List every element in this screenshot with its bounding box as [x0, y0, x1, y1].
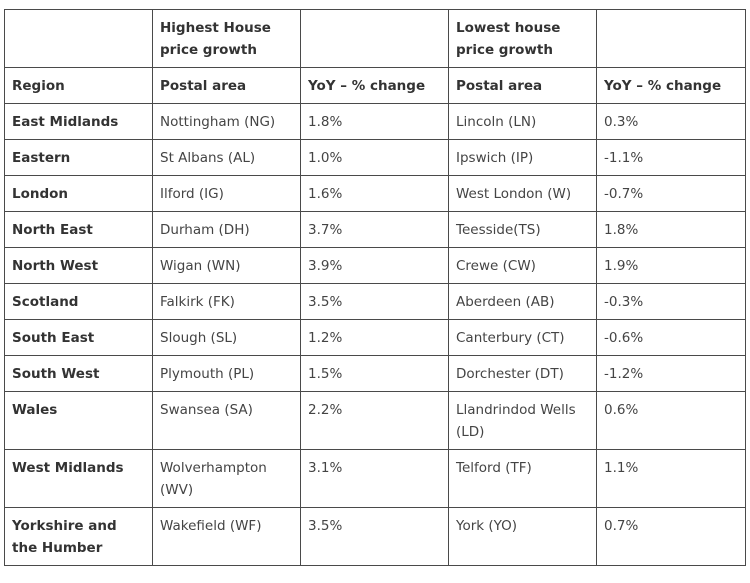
highest-area-cell: Ilford (IG)	[152, 175, 301, 212]
lowest-change-cell: -0.6%	[596, 319, 746, 356]
table-body: Highest House price growth Lowest house …	[4, 9, 746, 566]
group-header-row: Highest House price growth Lowest house …	[4, 9, 746, 68]
highest-change-cell: 1.6%	[300, 175, 449, 212]
column-header-cell: Region	[4, 67, 153, 104]
highest-change-cell: 3.1%	[300, 449, 449, 508]
table-row: South West Plymouth (PL) 1.5% Dorchester (D…	[4, 355, 746, 392]
lowest-area-cell: Teesside(TS)	[448, 211, 597, 248]
lowest-change-cell: 0.7%	[596, 507, 746, 566]
lowest-change-cell: -0.7%	[596, 175, 746, 212]
highest-change-cell: 3.5%	[300, 283, 449, 320]
column-header-cell: YoY – % change	[300, 67, 449, 104]
highest-area-cell: Durham (DH)	[152, 211, 301, 248]
region-cell: West Midlands	[4, 449, 153, 508]
lowest-area-cell: Ipswich (IP)	[448, 139, 597, 176]
highest-change-cell: 3.7%	[300, 211, 449, 248]
table-row: London Ilford (IG) 1.6% West London (W) -0.7…	[4, 175, 746, 212]
group-header-cell: Highest House price growth	[152, 9, 301, 68]
lowest-area-cell: York (YO)	[448, 507, 597, 566]
highest-change-cell: 3.9%	[300, 247, 449, 284]
group-header-cell	[596, 9, 746, 68]
lowest-change-cell: 1.9%	[596, 247, 746, 284]
highest-area-cell: St Albans (AL)	[152, 139, 301, 176]
table-row: East Midlands Nottingham (NG) 1.8% Lincoln …	[4, 103, 746, 140]
lowest-change-cell: -1.2%	[596, 355, 746, 392]
group-header-cell	[4, 9, 153, 68]
highest-change-cell: 1.0%	[300, 139, 449, 176]
region-cell: South West	[4, 355, 153, 392]
table-row: North West Wigan (WN) 3.9% Crewe (CW) 1.9%	[4, 247, 746, 284]
highest-area-cell: Plymouth (PL)	[152, 355, 301, 392]
lowest-area-cell: Telford (TF)	[448, 449, 597, 508]
group-header-cell	[300, 9, 449, 68]
table-row: West Midlands Wolverhampton (WV) 3.1% Telfo…	[4, 449, 746, 508]
highest-area-cell: Swansea (SA)	[152, 391, 301, 450]
highest-area-cell: Nottingham (NG)	[152, 103, 301, 140]
highest-change-cell: 1.2%	[300, 319, 449, 356]
table-row: South East Slough (SL) 1.2% Canterbury (CT)…	[4, 319, 746, 356]
highest-change-cell: 1.8%	[300, 103, 449, 140]
group-header-cell: Lowest house price growth	[448, 9, 597, 68]
table-row: North East Durham (DH) 3.7% Teesside(TS) 1.8…	[4, 211, 746, 248]
region-cell: South East	[4, 319, 153, 356]
highest-area-cell: Wigan (WN)	[152, 247, 301, 284]
column-header-row: Region Postal area YoY – % change Postal…	[4, 67, 746, 104]
lowest-change-cell: 0.6%	[596, 391, 746, 450]
lowest-area-cell: Llandrindod Wells (LD)	[448, 391, 597, 450]
table-row: Scotland Falkirk (FK) 3.5% Aberdeen (AB) -0.…	[4, 283, 746, 320]
table-row: Eastern St Albans (AL) 1.0% Ipswich (IP) -1.…	[4, 139, 746, 176]
region-cell: Yorkshire and the Humber	[4, 507, 153, 566]
lowest-area-cell: Canterbury (CT)	[448, 319, 597, 356]
highest-change-cell: 3.5%	[300, 507, 449, 566]
highest-area-cell: Wakefield (WF)	[152, 507, 301, 566]
highest-area-cell: Wolverhampton (WV)	[152, 449, 301, 508]
lowest-change-cell: -1.1%	[596, 139, 746, 176]
lowest-change-cell: 0.3%	[596, 103, 746, 140]
region-cell: Eastern	[4, 139, 153, 176]
table-row: Wales Swansea (SA) 2.2% Llandrindod Wells (…	[4, 391, 746, 450]
region-cell: Scotland	[4, 283, 153, 320]
table-row: Yorkshire and the Humber Wakefield (WF) 3.…	[4, 507, 746, 566]
column-header-cell: YoY – % change	[596, 67, 746, 104]
column-header-cell: Postal area	[448, 67, 597, 104]
lowest-area-cell: Dorchester (DT)	[448, 355, 597, 392]
column-header-cell: Postal area	[152, 67, 301, 104]
region-cell: East Midlands	[4, 103, 153, 140]
lowest-area-cell: Crewe (CW)	[448, 247, 597, 284]
lowest-change-cell: 1.8%	[596, 211, 746, 248]
region-cell: North East	[4, 211, 153, 248]
lowest-area-cell: Aberdeen (AB)	[448, 283, 597, 320]
lowest-change-cell: -0.3%	[596, 283, 746, 320]
highest-change-cell: 1.5%	[300, 355, 449, 392]
region-cell: North West	[4, 247, 153, 284]
region-cell: London	[4, 175, 153, 212]
house-price-growth-table: Highest House price growth Lowest house …	[4, 9, 746, 566]
lowest-area-cell: Lincoln (LN)	[448, 103, 597, 140]
highest-area-cell: Slough (SL)	[152, 319, 301, 356]
region-cell: Wales	[4, 391, 153, 450]
lowest-area-cell: West London (W)	[448, 175, 597, 212]
lowest-change-cell: 1.1%	[596, 449, 746, 508]
highest-change-cell: 2.2%	[300, 391, 449, 450]
highest-area-cell: Falkirk (FK)	[152, 283, 301, 320]
